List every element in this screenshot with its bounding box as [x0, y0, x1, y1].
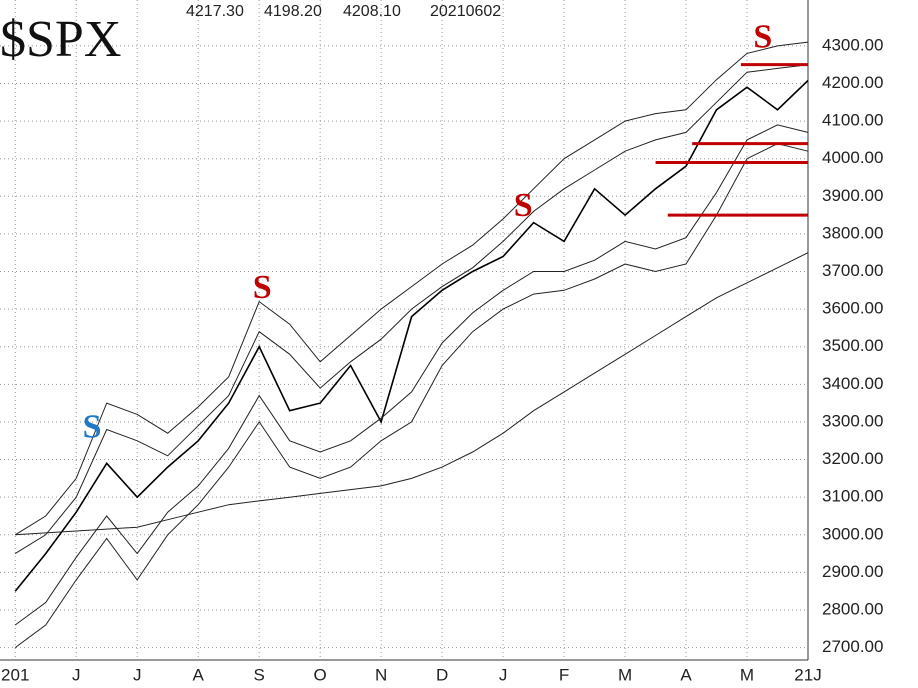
- y-tick-label: 3400.00: [822, 374, 883, 393]
- sell-signal: S: [253, 269, 272, 306]
- y-tick-label: 3900.00: [822, 186, 883, 205]
- x-tick-label: M: [740, 665, 754, 684]
- y-tick-label: 2900.00: [822, 562, 883, 581]
- sell-signal: S: [753, 19, 772, 56]
- y-tick-label: 4200.00: [822, 73, 883, 92]
- x-tick-label: J: [133, 665, 142, 684]
- series-line: [14, 64, 809, 555]
- x-tick-label: O: [314, 665, 327, 684]
- y-tick-label: 3500.00: [822, 336, 883, 355]
- y-tick-label: 4100.00: [822, 111, 883, 130]
- plot: S S S S: [14, 19, 809, 649]
- header-value: 4217.30: [186, 3, 244, 20]
- y-tick-label: 4300.00: [822, 35, 883, 54]
- y-tick-label: 3600.00: [822, 299, 883, 318]
- x-tick-label: 201: [1, 665, 29, 684]
- series-line: [14, 41, 809, 536]
- chart-title: $SPX: [0, 11, 121, 68]
- y-tick-label: 3300.00: [822, 411, 883, 430]
- x-tick-label: F: [559, 665, 569, 684]
- x-tick-label: M: [618, 665, 632, 684]
- x-tick-label: 21J: [794, 665, 821, 684]
- x-tick-label: J: [72, 665, 81, 684]
- y-tick-label: 2700.00: [822, 637, 883, 656]
- x-tick-label: A: [193, 665, 205, 684]
- x-tick-label: S: [253, 665, 264, 684]
- x-tick-label: J: [499, 665, 508, 684]
- series-line: [14, 124, 809, 626]
- y-tick-label: 3700.00: [822, 261, 883, 280]
- y-tick-label: 4000.00: [822, 148, 883, 167]
- sell-signal: S: [83, 409, 102, 446]
- series-line: [15, 252, 809, 536]
- labels: 2700.00 2800.00 2900.00 3000.00 3100.00 3200.…: [1, 35, 883, 684]
- sell-signal: S: [514, 187, 533, 224]
- y-tick-label: 3000.00: [822, 524, 883, 543]
- y-tick-label: 3800.00: [822, 223, 883, 242]
- series-line: [14, 143, 809, 649]
- header-value: 20210602: [430, 3, 501, 20]
- y-tick-label: 2800.00: [822, 599, 883, 618]
- grid: [0, 0, 809, 661]
- y-tick-label: 3100.00: [822, 487, 883, 506]
- header-value: 4198.20: [264, 3, 322, 20]
- x-tick-label: A: [680, 665, 692, 684]
- x-tick-label: D: [436, 665, 448, 684]
- y-tick-label: 3200.00: [822, 449, 883, 468]
- series-line: [14, 79, 809, 592]
- x-tick-label: N: [375, 665, 387, 684]
- header-value: 4208.10: [343, 3, 401, 20]
